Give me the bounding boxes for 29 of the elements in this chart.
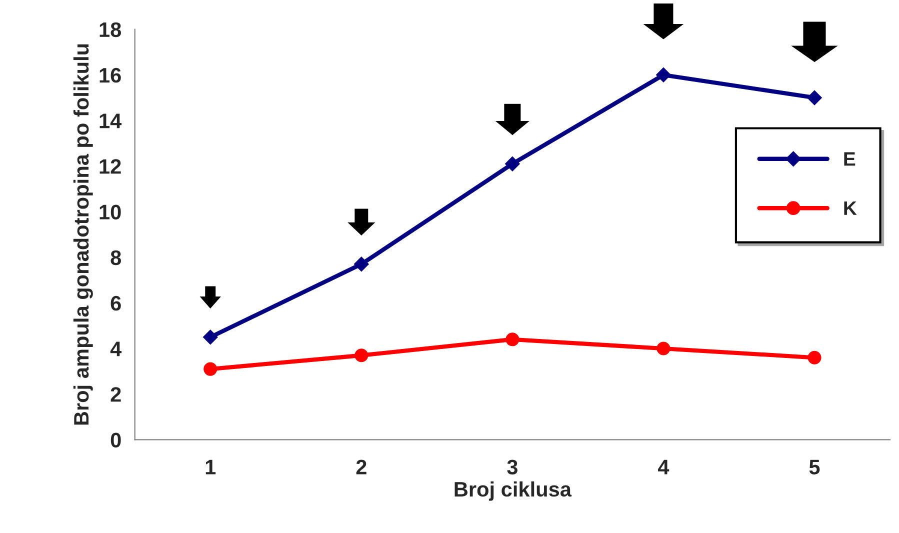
point: [354, 348, 368, 362]
legend-label: K: [844, 202, 857, 215]
x-axis-title: Broj ciklusa: [454, 481, 572, 501]
x-tick-label: 5: [809, 460, 820, 474]
point: [808, 350, 822, 364]
y-tick-label: 8: [110, 250, 122, 266]
x-tick-label: 4: [658, 460, 670, 474]
x-tick-label: 1: [206, 460, 216, 474]
legend-label: E: [844, 152, 856, 166]
point: [202, 330, 218, 345]
y-tick-label: 2: [110, 387, 121, 402]
y-tick-label: 14: [100, 114, 122, 128]
y-tick-label: 18: [100, 22, 122, 38]
point: [354, 256, 369, 272]
y-tick-label: 0: [110, 432, 121, 448]
y-tick-label: 10: [100, 204, 121, 220]
point: [656, 68, 671, 82]
x-tick-label: 2: [356, 460, 366, 474]
point: [506, 332, 520, 346]
x-tick-label: 3: [507, 460, 518, 474]
point: [807, 90, 822, 106]
y-tick-label: 4: [110, 342, 122, 356]
point: [656, 342, 670, 356]
point: [204, 362, 218, 376]
point: [505, 156, 520, 172]
y-tick-label: 16: [100, 68, 121, 83]
y-axis-title: Broj ampula gonadotropina po folikulu: [73, 44, 93, 425]
y-tick-label: 6: [110, 296, 121, 311]
y-tick-label: 12: [100, 159, 121, 174]
